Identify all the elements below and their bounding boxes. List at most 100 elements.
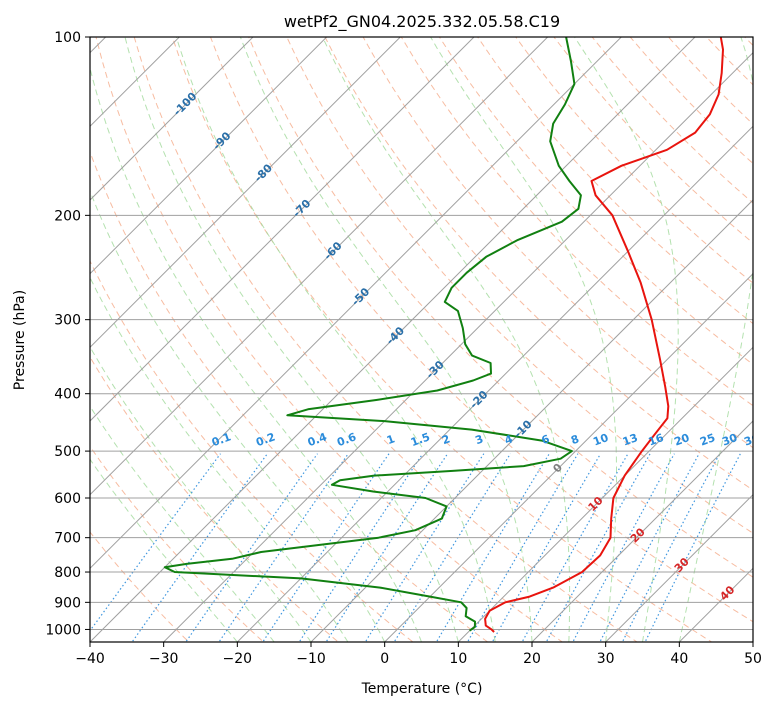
dry-adiabat — [95, 37, 564, 642]
isotherm-line — [90, 37, 402, 349]
mixing-ratio-label: 1.5 — [409, 430, 432, 449]
x-tick-label: 10 — [449, 651, 467, 667]
y-tick-label: 900 — [54, 595, 81, 611]
y-tick-label: 100 — [54, 30, 81, 46]
dry-adiabat — [248, 37, 753, 578]
dry-adiabat — [209, 37, 753, 623]
mixing-ratio-label: 3 — [473, 432, 485, 447]
dry-adiabat — [90, 259, 414, 642]
x-tick-label: −20 — [223, 651, 253, 667]
mixing-ratio-line — [393, 453, 511, 642]
mixing-ratio-line — [521, 453, 629, 642]
dry-adiabats — [90, 10, 775, 654]
mixing-ratio-line — [90, 453, 221, 632]
y-tick-label: 800 — [54, 565, 81, 581]
x-tick-label: 40 — [670, 651, 688, 667]
dry-adiabat — [324, 37, 753, 491]
moist-adiabat — [90, 189, 386, 642]
y-tick-label: 1000 — [45, 622, 81, 638]
y-tick-label: 300 — [54, 313, 81, 329]
plot-frame — [89, 36, 754, 643]
dry-adiabat — [744, 37, 753, 47]
dry-adiabat — [756, 10, 775, 654]
mixing-ratio-label: 30 — [720, 431, 739, 449]
isotherm-line — [604, 493, 753, 642]
y-tick-label: 600 — [54, 491, 81, 507]
y-axis-title: Pressure (hPa) — [12, 290, 28, 390]
mixing-ratio-label: 10 — [591, 431, 610, 449]
isotherm-line — [752, 641, 753, 642]
chart-title: wetPf2_GN04.2025.332.05.58.C19 — [284, 12, 560, 32]
isotherm-line — [236, 125, 753, 642]
mixing-ratio-label: 4 — [503, 432, 515, 447]
mixing-ratio-label: 20 — [672, 431, 691, 449]
moist-adiabat — [175, 37, 496, 642]
x-tick-label: 30 — [597, 651, 615, 667]
mixing-ratio-label: 0.2 — [254, 430, 277, 449]
mixing-ratio-line — [572, 453, 675, 642]
x-tick-label: −10 — [296, 651, 326, 667]
isotherm-line — [90, 37, 549, 496]
mixing-ratio-line — [185, 453, 318, 642]
dry-adiabat — [705, 37, 753, 86]
x-tick-label: 50 — [744, 651, 762, 667]
mixing-ratio-line — [545, 453, 651, 642]
dry-adiabat — [133, 37, 638, 642]
isotherm-line — [90, 37, 254, 201]
moist-adiabat — [124, 37, 459, 642]
moist-adiabat — [322, 37, 571, 642]
mixing-ratio-label: 2 — [440, 432, 452, 447]
dry-adiabat — [400, 37, 753, 407]
isotherm-line — [457, 346, 753, 642]
dry-adiabat — [591, 37, 753, 204]
x-axis: −40 −30 −20 −10 0 10 20 30 40 50 — [75, 642, 762, 667]
moist-adiabat — [90, 458, 238, 642]
isotherm-line — [90, 37, 328, 275]
mixing-ratio-label: 25 — [698, 431, 717, 448]
mixing-ratio-labels: 0.1 0.2 0.4 0.6 1 1.5 2 3 4 6 8 10 13 16 20 25 30 36 — [210, 430, 761, 449]
x-tick-label: 0 — [380, 651, 389, 667]
moist-adiabat — [574, 37, 679, 642]
dry-adiabat — [171, 37, 713, 642]
dewpoint-profile — [163, 37, 582, 632]
y-tick-label: 200 — [54, 208, 81, 224]
mixing-ratio-label: 0.1 — [210, 430, 233, 449]
mixing-ratio-label: 0.6 — [335, 430, 358, 449]
moist-adiabat — [90, 405, 275, 642]
plot-area: -100-90-80-70-60-50-40-30-20-10010203040… — [0, 10, 775, 654]
isotherm-line — [90, 37, 181, 128]
mixing-ratio-label: 8 — [569, 432, 581, 447]
moist-adiabat — [239, 37, 533, 642]
moist-adiabat — [90, 65, 422, 642]
mixing-ratio-line — [466, 453, 579, 642]
x-tick-label: −30 — [149, 651, 179, 667]
plot-clip-group: -100-90-80-70-60-50-40-30-20-10010203040… — [0, 10, 775, 654]
y-tick-label: 400 — [54, 387, 81, 403]
mixing-ratio-line — [435, 453, 550, 642]
x-tick-label: −40 — [75, 651, 105, 667]
dry-adiabat — [90, 531, 190, 642]
mixing-ratio-line — [325, 453, 449, 642]
isotherm-line — [90, 37, 696, 642]
dry-adiabat — [90, 445, 265, 642]
dry-adiabat — [286, 37, 753, 534]
isotherm-line — [90, 37, 623, 570]
mixing-ratio-line — [131, 453, 268, 642]
mixing-ratio-label: 36 — [742, 431, 761, 449]
isotherm-line — [531, 420, 753, 642]
isotherm-line — [0, 10, 59, 654]
mixing-ratio-line — [644, 453, 741, 642]
isotherms — [0, 10, 753, 654]
x-axis-title: Temperature (°C) — [361, 681, 483, 697]
mixing-ratio-line — [262, 453, 390, 642]
isotherm-line — [90, 37, 475, 422]
mixing-ratio-label: 1 — [385, 432, 397, 447]
moist-adiabat — [678, 37, 753, 642]
dry-adiabat — [477, 37, 753, 325]
dry-adiabat — [90, 356, 339, 642]
mixing-ratio-label: 13 — [621, 431, 640, 448]
mixing-ratio-label: 6 — [540, 432, 552, 447]
isobars — [90, 37, 753, 630]
